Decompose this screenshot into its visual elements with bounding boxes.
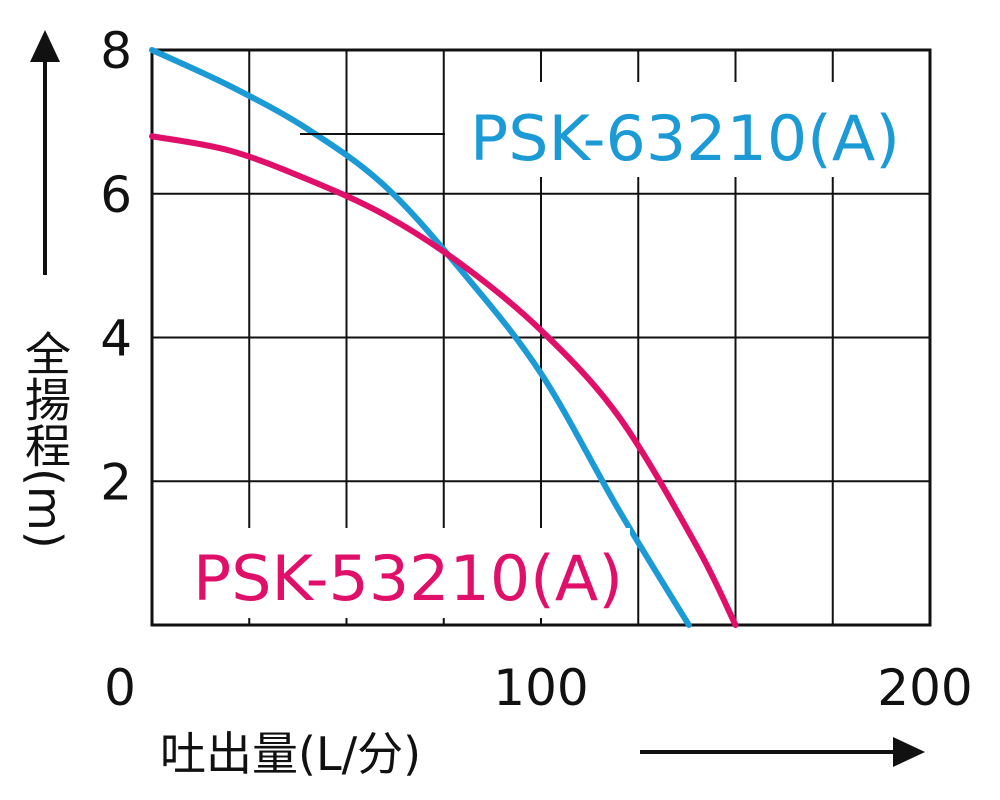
y-tick-label: 4	[100, 310, 132, 368]
series-label-background	[185, 528, 630, 618]
series-label-background	[455, 82, 905, 177]
y-axis-title: 全揚程(m)	[18, 330, 72, 549]
x-axis-arrow	[640, 737, 925, 767]
series-labels: PSK-63210(A) PSK-53210(A)	[185, 82, 905, 618]
y-tick-label: 2	[100, 453, 132, 511]
x-tick-label: 100	[493, 659, 588, 717]
plot-frame	[150, 48, 932, 627]
x-tick-label: 0	[104, 659, 136, 717]
series-label-psk-63210a: PSK-63210(A)	[470, 102, 900, 175]
x-tick-labels: 0 100 200	[104, 659, 973, 717]
y-tick-labels: 2 4 6 8	[100, 22, 132, 511]
series-lines	[149, 47, 739, 628]
x-axis-title: 吐出量(L/分)	[160, 727, 421, 781]
y-tick-label: 8	[100, 22, 132, 80]
series-label-psk-53210a: PSK-53210(A)	[193, 542, 623, 615]
y-tick-label: 6	[100, 166, 132, 224]
series-line-2	[149, 133, 739, 628]
x-tick-label: 200	[877, 659, 972, 717]
y-axis-arrow	[30, 30, 60, 275]
